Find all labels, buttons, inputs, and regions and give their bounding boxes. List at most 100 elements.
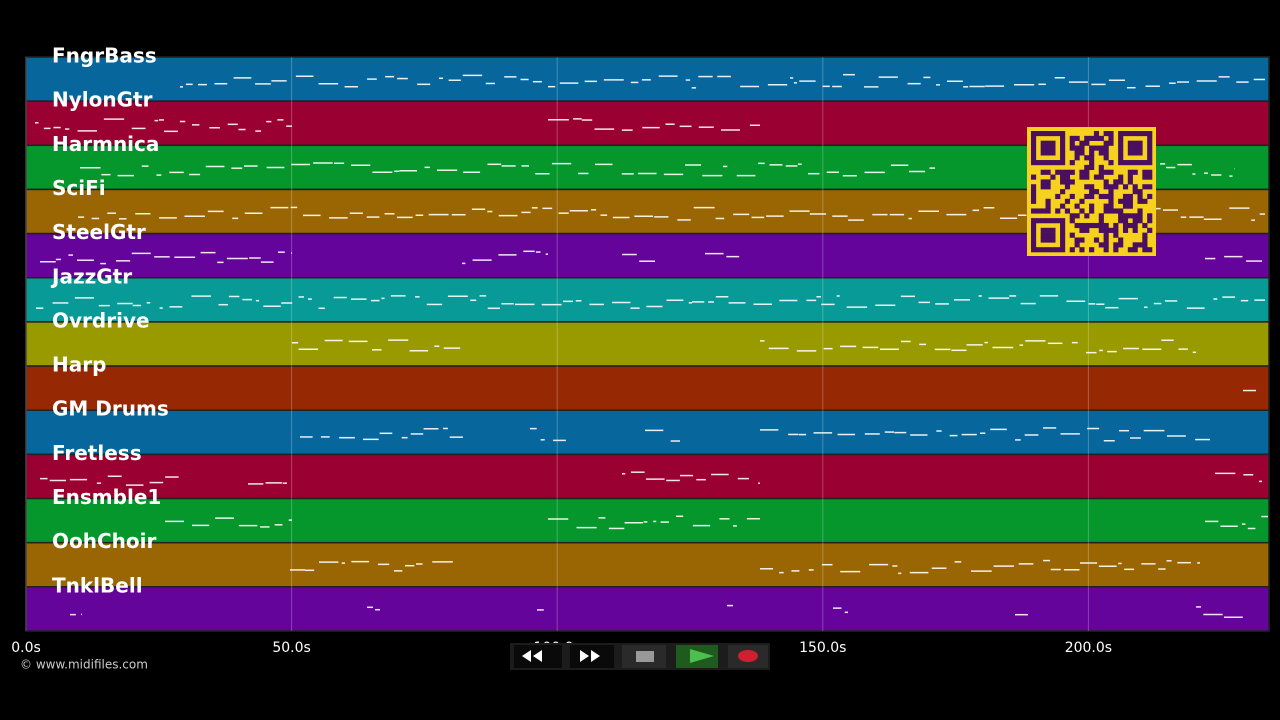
qr-module [1084,213,1090,219]
qr-module [1055,160,1061,166]
qr-module [1142,131,1148,137]
qr-module [1122,227,1129,233]
qr-module [1108,189,1114,195]
qr-module [1050,150,1056,156]
qr-module [1074,237,1080,243]
qr-module [1074,155,1080,161]
qr-module [1147,150,1153,156]
qr-module [1060,150,1066,156]
qr-module [1103,169,1109,175]
track-name: Harmnica [52,132,159,156]
qr-module [1103,131,1109,137]
track-name: SteelGtr [52,220,146,244]
qr-module [1122,184,1129,190]
qr-module [1084,164,1090,171]
qr-module [1127,140,1133,146]
qr-module [1132,189,1138,195]
qr-module [1055,131,1061,137]
qr-module [1142,174,1148,180]
qr-module [1055,208,1061,214]
track-name: TnklBell [52,573,143,597]
qr-module [1103,242,1109,248]
qr-module [1108,198,1114,204]
qr-module [1089,247,1095,253]
qr-module [1132,169,1138,175]
qr-module [1031,242,1037,248]
qr-module [1089,193,1095,200]
qr-module [1098,227,1104,233]
qr-module [1132,145,1138,151]
qr-module [1142,232,1148,238]
qr-module [1084,135,1090,141]
qr-module [1045,208,1051,214]
rewind-button[interactable] [514,645,562,668]
qr-module [1045,237,1051,243]
qr-module [1069,213,1075,219]
qr-module [1045,232,1051,238]
qr-module [1040,218,1046,224]
qr-module [1040,179,1046,185]
stop-button[interactable] [622,645,666,668]
track-name: JazzGtr [50,264,132,288]
qr-module [1147,155,1153,161]
qr-module [1079,237,1085,243]
play-button[interactable] [676,645,718,668]
qr-module [1118,135,1124,141]
qr-module [1142,247,1148,253]
qr-module [1118,145,1124,151]
qr-module [1093,135,1100,141]
qr-module [1084,174,1090,180]
qr-module [1113,184,1119,190]
qr-module [1045,227,1051,233]
qr-module [1137,189,1143,195]
qr-module [1089,184,1095,190]
qr-module [1093,237,1100,243]
qr-module [1132,218,1138,224]
qr-module [1113,222,1119,229]
qr-module [1103,150,1109,156]
qr-module [1050,140,1056,146]
qr-module [1060,179,1066,185]
qr-module [1074,213,1080,219]
qr-module [1035,208,1041,214]
qr-module [1132,150,1138,156]
qr-module [1142,160,1148,166]
qr-module [1040,131,1046,137]
qr-module [1098,164,1104,171]
qr-module [1118,155,1124,161]
qr-module [1137,198,1143,204]
qr-module [1089,164,1095,171]
qr-module [1040,145,1046,151]
qr-module [1098,222,1104,229]
record-button[interactable] [728,645,768,668]
qr-module [1118,179,1124,185]
qr-module [1069,179,1075,185]
qr-module [1031,160,1037,166]
track-name: SciFi [52,176,106,200]
qr-module [1074,150,1080,156]
qr-module [1147,160,1153,166]
fast-forward-button[interactable] [570,645,614,668]
qr-module [1060,189,1066,195]
qr-module [1093,189,1100,195]
qr-module [1098,135,1104,141]
qr-module [1108,169,1114,175]
qr-module [1113,179,1119,185]
qr-module [1127,145,1133,151]
qr-module [1108,184,1114,190]
qr-module [1031,227,1037,233]
qr-module [1031,135,1037,141]
qr-module [1132,242,1138,248]
qr-module [1079,208,1085,214]
qr-module [1074,242,1080,248]
qr-module [1103,208,1109,214]
qr-module [1113,227,1119,233]
qr-module [1074,222,1080,229]
qr-module [1137,208,1143,214]
qr-module [1122,160,1129,166]
qr-module [1089,160,1095,166]
track-lane [25,277,1270,323]
copyright: © www.midifiles.com [20,658,148,672]
time-tick-label: 200.0s [1065,640,1112,656]
qr-module [1113,247,1119,253]
